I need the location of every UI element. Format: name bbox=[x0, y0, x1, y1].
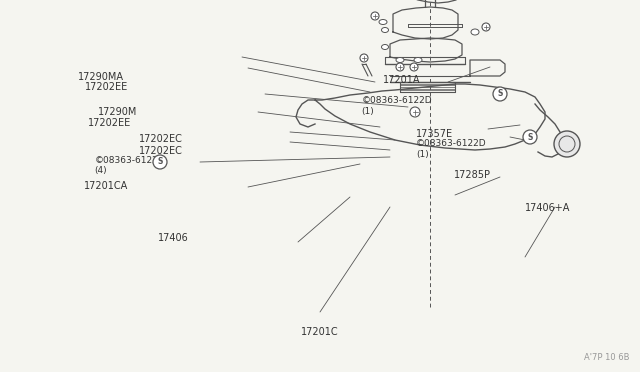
Ellipse shape bbox=[381, 45, 388, 49]
Text: ©08363-6122D
(1): ©08363-6122D (1) bbox=[416, 139, 486, 158]
Ellipse shape bbox=[381, 28, 388, 32]
Text: 17202EE: 17202EE bbox=[84, 83, 128, 92]
Text: 17201A: 17201A bbox=[383, 75, 420, 85]
Text: 17285P: 17285P bbox=[454, 170, 492, 180]
Text: 17406: 17406 bbox=[158, 233, 189, 243]
Text: 17201C: 17201C bbox=[301, 327, 339, 337]
Text: ©08363-6122D
(1): ©08363-6122D (1) bbox=[362, 96, 432, 116]
Circle shape bbox=[396, 63, 404, 71]
Text: 17201CA: 17201CA bbox=[84, 181, 128, 191]
Text: 17202EE: 17202EE bbox=[88, 118, 131, 128]
Circle shape bbox=[523, 130, 537, 144]
Text: S: S bbox=[157, 157, 163, 167]
Text: 17357E: 17357E bbox=[416, 129, 453, 139]
Ellipse shape bbox=[414, 58, 422, 62]
Text: 17202EC: 17202EC bbox=[138, 135, 182, 144]
Text: 17290MA: 17290MA bbox=[77, 73, 124, 82]
Circle shape bbox=[410, 63, 418, 71]
Circle shape bbox=[360, 54, 368, 62]
Circle shape bbox=[554, 131, 580, 157]
Circle shape bbox=[493, 87, 507, 101]
Ellipse shape bbox=[396, 58, 404, 62]
Text: S: S bbox=[527, 132, 532, 141]
Text: 17406+A: 17406+A bbox=[525, 203, 570, 213]
Text: ©08363-6122D
(4): ©08363-6122D (4) bbox=[95, 156, 165, 175]
Circle shape bbox=[482, 23, 490, 31]
Text: 17202EC: 17202EC bbox=[138, 146, 182, 155]
Text: S: S bbox=[497, 90, 502, 99]
Ellipse shape bbox=[471, 29, 479, 35]
Circle shape bbox=[410, 107, 420, 117]
Ellipse shape bbox=[379, 19, 387, 25]
Circle shape bbox=[371, 12, 379, 20]
Circle shape bbox=[153, 155, 167, 169]
Text: A'7P 10 6B: A'7P 10 6B bbox=[584, 353, 630, 362]
Text: 17290M: 17290M bbox=[98, 107, 138, 116]
